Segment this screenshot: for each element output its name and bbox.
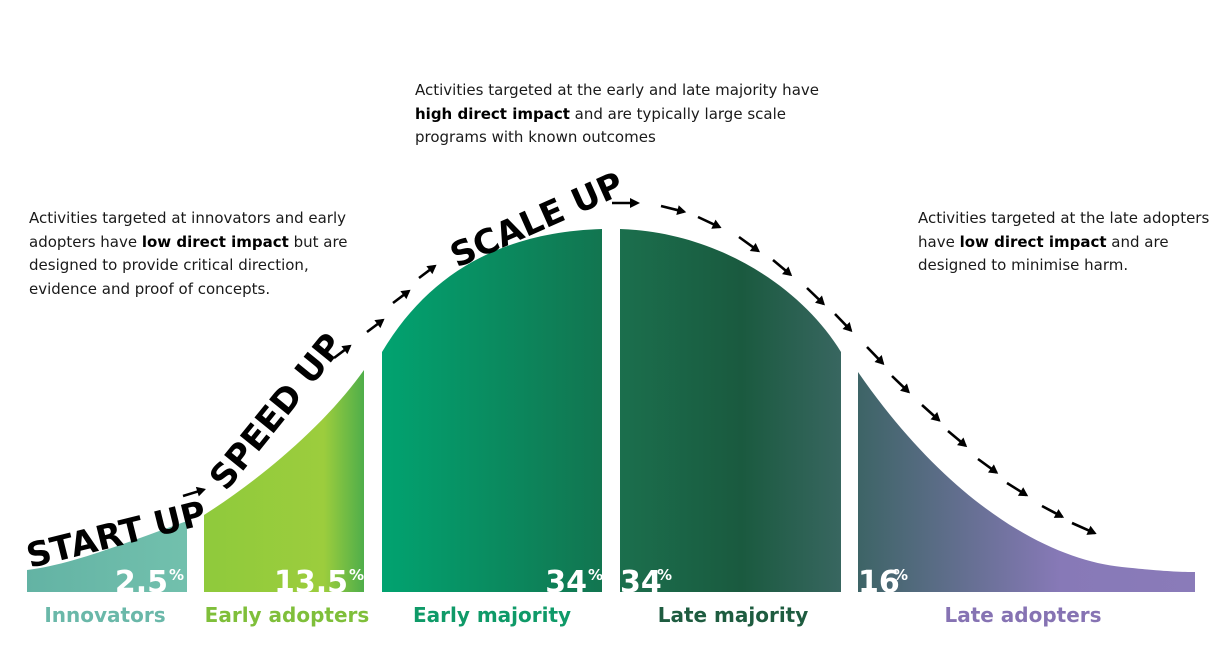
segment-late-adopters xyxy=(858,372,1195,592)
percent-innovators: 2.5 xyxy=(115,565,168,600)
note-majority: Activities targeted at the early and lat… xyxy=(415,79,825,150)
category-labels: Innovators Early adopters Early majority… xyxy=(44,603,1101,627)
arrow-icon xyxy=(834,313,853,332)
label-innovators: Innovators xyxy=(44,603,165,627)
arrow-icon xyxy=(921,404,941,422)
label-early-adopters: Early adopters xyxy=(205,603,370,627)
percent-late-adopters: 16 xyxy=(858,565,900,600)
percent-labels: 2.5 % 13.5 % 34 % 34 % 16 % xyxy=(115,565,908,600)
curve-segments xyxy=(27,229,1195,592)
percent-unit-early-majority: % xyxy=(588,566,603,584)
arrow-icon xyxy=(1006,481,1029,497)
note-left-bold: low direct impact xyxy=(141,232,289,251)
percent-unit-late-adopters: % xyxy=(893,566,908,584)
arrow-icon xyxy=(977,457,999,474)
arrow-icon xyxy=(866,346,885,365)
arrow-icon xyxy=(772,259,793,277)
percent-unit-innovators: % xyxy=(169,566,184,584)
label-late-adopters: Late adopters xyxy=(944,603,1101,627)
arrow-icon xyxy=(418,264,437,280)
arrow-icon xyxy=(1041,504,1065,518)
segment-early-adopters xyxy=(204,370,364,592)
arrow-icon xyxy=(366,318,385,334)
percent-unit-early-adopters: % xyxy=(349,566,364,584)
arrow-icon xyxy=(891,375,910,394)
arrow-icon xyxy=(1071,521,1097,535)
arrow-icon xyxy=(182,486,206,498)
note-top-text: Activities targeted at the early and lat… xyxy=(415,81,819,99)
note-left-text-end: but are designed to provide critical dir… xyxy=(29,232,348,298)
note-right-bold: low direct impact xyxy=(959,232,1107,251)
percent-late-majority: 34 xyxy=(620,565,662,600)
percent-early-majority: 34 xyxy=(545,565,587,600)
note-right-text: Activities targeted at the late adopters… xyxy=(918,209,1210,251)
note-top-bold: high direct impact xyxy=(415,104,570,123)
segment-innovators xyxy=(27,521,187,592)
arrow-icon xyxy=(947,430,968,448)
percent-early-adopters: 13.5 xyxy=(274,565,348,600)
arrow-icon xyxy=(697,215,722,229)
label-late-majority: Late majority xyxy=(658,603,809,627)
arrow-icon xyxy=(660,204,687,215)
arrow-icon xyxy=(392,289,411,305)
arrow-icon xyxy=(806,287,825,306)
note-right-text-end: and are designed to minimise harm. xyxy=(918,232,1169,275)
segment-late-majority xyxy=(620,229,841,592)
note-top-text-end: and are typically large scale programs w… xyxy=(415,104,786,147)
note-late-adopters: Activities targeted at the late adopters… xyxy=(918,207,1218,278)
note-left-text: Activities targeted at innovators and ea… xyxy=(29,209,347,251)
percent-unit-late-majority: % xyxy=(657,566,672,584)
segment-early-majority xyxy=(382,229,602,592)
note-innovators-early-adopters: Activities targeted at innovators and ea… xyxy=(29,207,369,301)
arrow-icon xyxy=(333,344,352,360)
label-early-majority: Early majority xyxy=(413,603,571,627)
arrow-icons xyxy=(182,198,1097,535)
arrow-icon xyxy=(612,198,640,208)
arrow-icon xyxy=(738,235,761,253)
